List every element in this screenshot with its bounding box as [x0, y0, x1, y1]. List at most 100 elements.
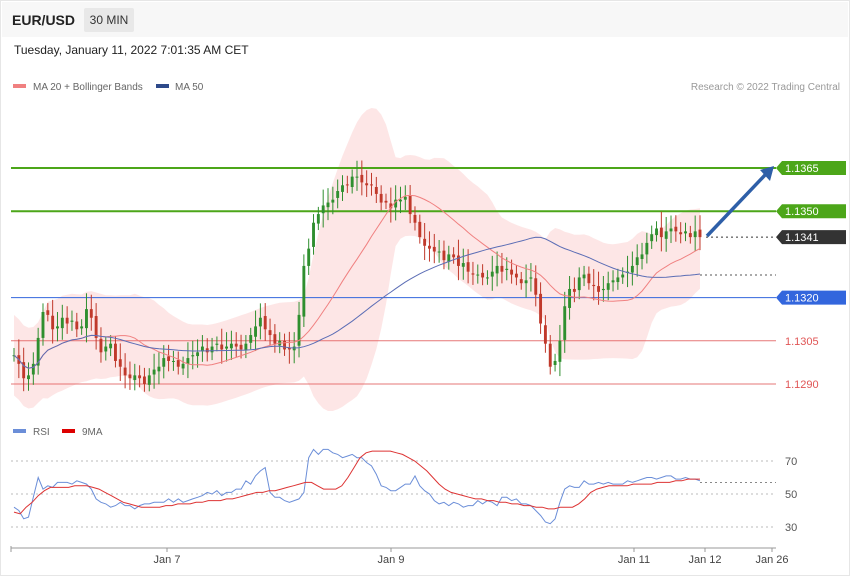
candle-body: [186, 358, 190, 364]
candle-body: [336, 191, 340, 198]
level-tag-current: [776, 230, 846, 245]
candle-body: [331, 199, 335, 203]
candle-body: [360, 174, 364, 183]
candle-body: [659, 227, 663, 238]
candle-body: [688, 233, 692, 238]
candle-body: [75, 321, 79, 330]
candle-body: [268, 330, 272, 336]
candle-body: [365, 183, 369, 186]
candle-body: [118, 359, 122, 367]
candle-body: [225, 346, 229, 349]
candle-body: [495, 265, 499, 274]
rsi-legend-swatch: [13, 429, 26, 433]
research-credit: Research © 2022 Trading Central: [691, 82, 840, 93]
rsi-tick-label: 50: [785, 489, 797, 501]
rsi-ma-line: [13, 450, 700, 515]
x-tick-label: Jan 12: [688, 554, 721, 566]
ma20-legend-label: MA 20 + Bollinger Bands: [33, 82, 143, 93]
moving-averages: [13, 194, 701, 369]
candle-body: [635, 257, 639, 266]
candle-body: [138, 375, 142, 379]
rsi-tick-label: 30: [785, 522, 797, 534]
candle-body: [640, 254, 644, 260]
candle-body: [167, 356, 171, 361]
candle-body: [307, 248, 311, 266]
datetime-label: Tuesday, January 11, 2022 7:01:35 AM CET: [14, 43, 249, 57]
candle-body: [418, 221, 422, 238]
candle-body: [302, 265, 306, 317]
candle-body: [679, 232, 683, 235]
candle-body: [529, 277, 533, 279]
header-bar: EUR/USD 30 MIN: [2, 2, 848, 37]
candle-body: [229, 343, 233, 349]
level-tag-resistance: [776, 161, 846, 175]
candle-body: [370, 184, 373, 186]
x-tick-label: Jan 9: [378, 554, 405, 566]
candle-body: [543, 325, 547, 344]
price-levels: 1.1365 1.1350 1.1341 1.1320 1.1305 1.1290: [11, 161, 846, 391]
level-tag-resistance: [776, 204, 846, 219]
candle-body: [220, 344, 224, 350]
candle-body: [85, 309, 88, 329]
candle-body: [41, 312, 45, 338]
rsi-line: [13, 448, 701, 525]
candle-body: [399, 199, 402, 202]
candle-body: [597, 286, 600, 292]
level-label: 1.1350: [785, 206, 819, 218]
candle-body: [572, 288, 576, 292]
candle-body: [123, 367, 127, 376]
candle-body: [51, 315, 55, 330]
ma20-legend-swatch: [13, 84, 26, 88]
candle-body: [244, 343, 248, 351]
candle-body: [568, 288, 572, 308]
candle-body: [524, 280, 528, 284]
candle-body: [157, 366, 161, 372]
candles: [12, 160, 702, 392]
candle-body: [384, 200, 388, 203]
candle-body: [27, 375, 30, 380]
candle-body: [171, 360, 175, 362]
candle-body: [31, 363, 35, 375]
candle-body: [89, 309, 93, 318]
candle-body: [621, 274, 625, 278]
candle-body: [147, 375, 151, 385]
candle-body: [200, 346, 204, 352]
candle-body: [442, 250, 446, 261]
candle-body: [181, 363, 185, 369]
candle-body: [505, 268, 509, 270]
candle-body: [46, 310, 50, 315]
candle-body: [239, 344, 243, 350]
candle-body: [316, 214, 320, 224]
ma50-line: [13, 236, 701, 369]
candle-body: [413, 214, 417, 223]
candle-body: [577, 277, 581, 291]
candle-body: [394, 199, 398, 208]
timeframe-badge[interactable]: 30 MIN: [84, 8, 134, 32]
candle-body: [142, 376, 146, 384]
candle-body: [490, 271, 494, 277]
level-label: 1.1320: [785, 293, 819, 305]
candle-body: [215, 343, 219, 345]
candle-body: [374, 187, 378, 194]
candle-body: [471, 273, 475, 275]
candle-body: [254, 326, 257, 337]
candle-body: [205, 348, 209, 353]
candle-body: [341, 185, 344, 192]
candle-body: [350, 176, 354, 188]
candle-body: [287, 347, 291, 350]
candle-body: [553, 360, 557, 365]
candle-body: [258, 317, 262, 327]
candle-body: [592, 284, 596, 287]
candle-body: [534, 278, 538, 295]
ma50-legend-swatch: [156, 84, 169, 88]
candle-body: [312, 222, 315, 247]
candle-body: [630, 265, 634, 273]
candle-body: [176, 360, 180, 367]
candle-body: [423, 238, 427, 246]
candle-body: [437, 251, 441, 253]
candle-body: [191, 355, 195, 357]
candle-body: [664, 231, 668, 239]
candle-body: [326, 202, 330, 208]
candle-body: [606, 283, 610, 290]
